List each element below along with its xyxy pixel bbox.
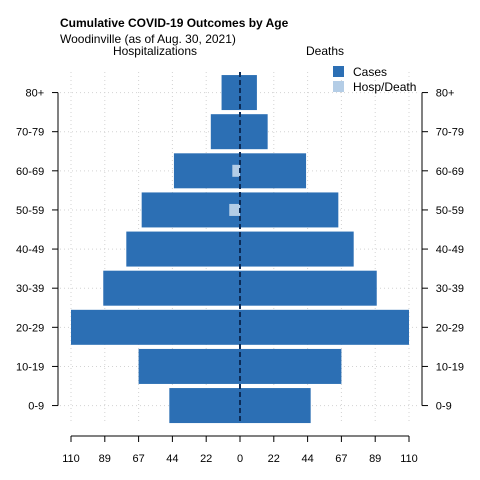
right-y-tick-label-70-79: 70-79 bbox=[436, 127, 464, 139]
cases-bar-left-40-49 bbox=[126, 231, 240, 267]
x-tick-label-4: 22 bbox=[200, 453, 212, 465]
hosp-death-bar-left-60-69 bbox=[232, 164, 240, 177]
cases-bar-left-50-59 bbox=[141, 192, 240, 228]
cases-bar-left-60-69 bbox=[173, 153, 240, 189]
right-y-tick-label-60-69: 60-69 bbox=[436, 166, 464, 178]
axes: 110 89 67 44 22 0 22 44 67 89 110 0-9 10-19 20-29 30-3… bbox=[16, 88, 464, 465]
right-y-tick-label-50-59: 50-59 bbox=[436, 205, 464, 217]
right-y-tick-label-30-39: 30-39 bbox=[436, 283, 464, 295]
x-tick-label-10: 110 bbox=[400, 453, 418, 465]
x-tick-label-0: 110 bbox=[62, 453, 80, 465]
cases-bar-right-60-69 bbox=[240, 153, 307, 189]
x-tick-label-8: 67 bbox=[335, 453, 347, 465]
right-y-tick-label-10-19: 10-19 bbox=[436, 361, 464, 373]
x-tick-label-2: 67 bbox=[132, 453, 144, 465]
right-y-tick-label-0-9: 0-9 bbox=[436, 401, 452, 413]
cases-bar-right-70-79 bbox=[240, 114, 268, 150]
x-tick-label-6: 22 bbox=[268, 453, 280, 465]
cases-bar-left-80+ bbox=[221, 75, 240, 111]
cases-bar-right-40-49 bbox=[240, 231, 354, 267]
cases-bar-left-10-19 bbox=[138, 348, 240, 384]
cases-bar-right-50-59 bbox=[240, 192, 339, 228]
right-y-tick-label-20-29: 20-29 bbox=[436, 322, 464, 334]
right-panel-label: Deaths bbox=[306, 44, 344, 58]
cases-bar-right-20-29 bbox=[240, 309, 409, 345]
chart-title: Cumulative COVID-19 Outcomes by Age bbox=[60, 16, 289, 30]
cases-bar-left-70-79 bbox=[210, 114, 240, 150]
right-y-tick-label-40-49: 40-49 bbox=[436, 244, 464, 256]
x-tick-label-1: 89 bbox=[99, 453, 111, 465]
left-y-tick-label-10-19: 10-19 bbox=[16, 361, 44, 373]
x-tick-label-9: 89 bbox=[369, 453, 381, 465]
left-y-tick-label-60-69: 60-69 bbox=[16, 166, 44, 178]
legend-swatch-0 bbox=[333, 66, 344, 77]
bars bbox=[71, 72, 409, 424]
legend-label-1: Hosp/Death bbox=[353, 80, 416, 94]
legend-swatch-1 bbox=[333, 81, 344, 92]
cases-bar-left-30-39 bbox=[103, 270, 240, 306]
right-y-tick-label-80+: 80+ bbox=[436, 88, 455, 100]
x-tick-label-7: 44 bbox=[301, 453, 313, 465]
left-panel-label: Hospitalizations bbox=[113, 44, 197, 58]
x-tick-label-3: 44 bbox=[166, 453, 178, 465]
legend-label-0: Cases bbox=[353, 65, 387, 79]
cases-bar-right-10-19 bbox=[240, 348, 342, 384]
cases-bar-left-20-29 bbox=[71, 309, 240, 345]
cases-bar-left-0-9 bbox=[169, 388, 240, 424]
cases-bar-right-80+ bbox=[240, 75, 257, 111]
chart-subtitle: Woodinville (as of Aug. 30, 2021) bbox=[60, 32, 236, 46]
cases-bar-right-30-39 bbox=[240, 270, 377, 306]
x-tick-label-5: 0 bbox=[237, 453, 243, 465]
cases-bar-right-0-9 bbox=[240, 388, 311, 424]
left-y-tick-label-70-79: 70-79 bbox=[16, 127, 44, 139]
left-y-tick-label-50-59: 50-59 bbox=[16, 205, 44, 217]
left-y-tick-label-30-39: 30-39 bbox=[16, 283, 44, 295]
left-y-tick-label-40-49: 40-49 bbox=[16, 244, 44, 256]
left-y-tick-label-80+: 80+ bbox=[26, 88, 45, 100]
left-y-tick-label-20-29: 20-29 bbox=[16, 322, 44, 334]
left-y-tick-label-0-9: 0-9 bbox=[28, 401, 44, 413]
hosp-death-bar-left-50-59 bbox=[229, 203, 240, 216]
